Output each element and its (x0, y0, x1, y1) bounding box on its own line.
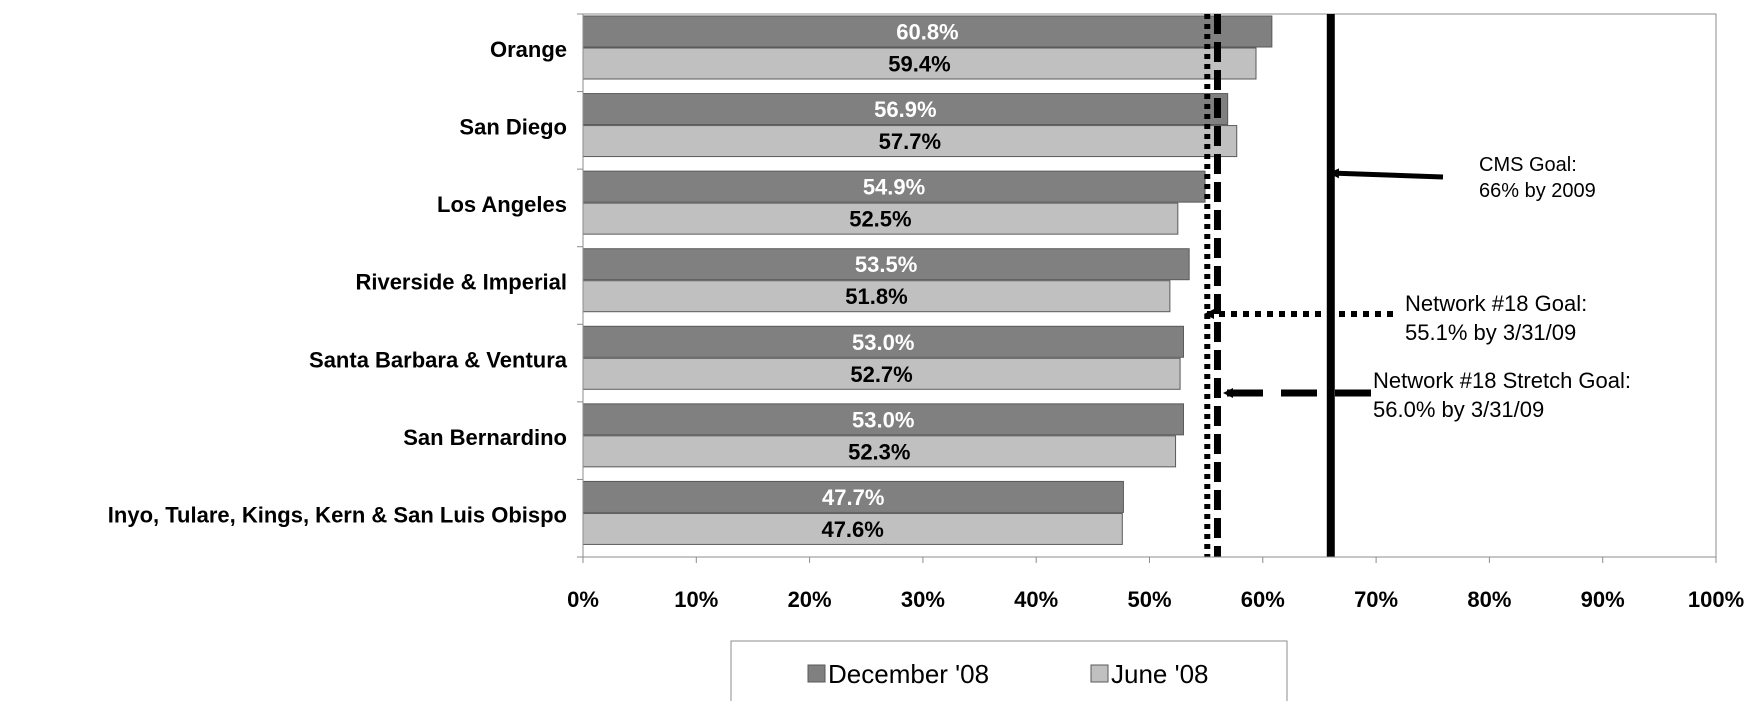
x-tick-label: 100% (1688, 587, 1744, 612)
bar-december-5 (582, 403, 1184, 436)
bar-june-0 (582, 47, 1257, 80)
x-tick-label: 40% (1014, 587, 1058, 612)
x-tick-label: 60% (1241, 587, 1285, 612)
x-tick-label: 10% (674, 587, 718, 612)
legend-label-june: June '08 (1111, 659, 1209, 689)
annotations-group: CMS Goal: 66% by 2009 Network #18 Goal: 55.… (1204, 154, 1631, 422)
data-label: 60.8% (896, 20, 958, 45)
x-tick-label: 50% (1127, 587, 1171, 612)
bar-june-5 (582, 435, 1177, 468)
category-label: Santa Barbara & Ventura (309, 347, 568, 372)
data-label: 57.7% (879, 129, 941, 154)
data-label: 59.4% (888, 52, 950, 77)
x-tick-label: 70% (1354, 587, 1398, 612)
bar-june-4 (582, 357, 1181, 390)
stretch-goal-label-line2: 56.0% by 3/31/09 (1373, 397, 1544, 422)
data-label: 47.7% (822, 485, 884, 510)
category-label: Inyo, Tulare, Kings, Kern & San Luis Obi… (108, 502, 567, 527)
data-label: 54.9% (863, 175, 925, 200)
legend-swatch-december (807, 664, 826, 683)
bars-group (582, 15, 1273, 545)
bar-december-6 (582, 480, 1124, 513)
data-label: 52.5% (849, 207, 911, 232)
x-tick-label: 30% (901, 587, 945, 612)
data-label: 51.8% (845, 284, 907, 309)
cms-goal-label-line2: 66% by 2009 (1479, 180, 1596, 202)
x-tick-label: 20% (788, 587, 832, 612)
axes-group: Orange San Diego Los Angeles Riverside & Im… (108, 13, 1744, 612)
category-label: San Diego (459, 115, 567, 140)
network-goal-label-line2: 55.1% by 3/31/09 (1405, 320, 1576, 345)
legend-swatch-june (1090, 664, 1109, 683)
data-label: 52.7% (850, 362, 912, 387)
x-tick-label: 80% (1467, 587, 1511, 612)
x-tick-label: 90% (1581, 587, 1625, 612)
category-label: Orange (490, 37, 567, 62)
legend-label-december: December '08 (828, 659, 989, 689)
data-label: 53.0% (852, 407, 914, 432)
bar-december-4 (582, 325, 1184, 358)
bar-december-0 (582, 15, 1273, 48)
reference-lines-group (1204, 14, 1335, 557)
category-label: Riverside & Imperial (355, 270, 567, 295)
x-tick-label: 0% (567, 587, 599, 612)
bar-labels-group: 60.8% 59.4% 56.9% 57.7% 54.9% 52.5% 53.5% 51.8%… (821, 20, 958, 542)
cms-goal-arrow (1329, 168, 1444, 180)
legend: December '08 June '08 (730, 640, 1288, 701)
stretch-goal-label-line1: Network #18 Stretch Goal: (1373, 368, 1631, 393)
data-label: 47.6% (821, 517, 883, 542)
bar-december-1 (582, 93, 1229, 126)
cms-goal-label-line1: CMS Goal: (1479, 154, 1577, 176)
category-label: San Bernardino (403, 425, 567, 450)
data-label: 52.3% (848, 439, 910, 464)
data-label: 53.0% (852, 330, 914, 355)
network-goal-label-line1: Network #18 Goal: (1405, 291, 1587, 316)
data-label: 56.9% (874, 97, 936, 122)
data-label: 53.5% (855, 252, 917, 277)
category-label: Los Angeles (437, 192, 567, 217)
bar-june-6 (582, 512, 1123, 545)
